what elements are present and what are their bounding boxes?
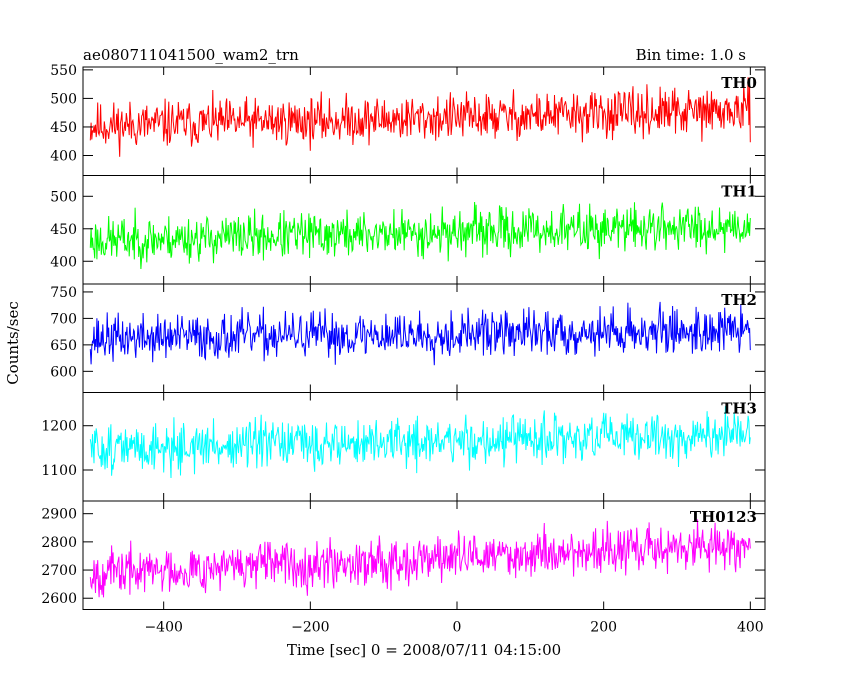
y-tick-label: 450: [50, 120, 77, 136]
y-tick-label: 2600: [41, 591, 77, 607]
panel-th2: 600 650 700 750 TH2: [50, 283, 766, 393]
plot-title: ae080711041500_wam2_trn: [83, 46, 299, 64]
x-tick-label: −400: [144, 620, 182, 636]
y-tick-label: 2700: [41, 563, 77, 579]
y-tick-label: 1100: [41, 463, 77, 479]
panel-th3: 1100 1200 TH3: [41, 392, 766, 502]
panel-label-th3: TH3: [721, 400, 757, 418]
y-tick-label: 1200: [41, 419, 77, 435]
panel-label-th1: TH1: [721, 183, 757, 201]
bin-time-label: Bin time: 1.0 s: [636, 46, 746, 64]
y-axis-label: Counts/sec: [4, 301, 22, 385]
y-tick-label: 750: [50, 285, 77, 301]
y-tick-label: 2800: [41, 535, 77, 551]
x-tick-label: 200: [590, 620, 617, 636]
panel-label-th0: TH0: [721, 74, 757, 92]
panels-group: 400 450 500 550 TH0 400 450 500 TH1 600 650 700 750 T…: [41, 63, 766, 636]
x-axis-label: Time [sec] 0 = 2008/07/11 04:15:00: [287, 641, 561, 659]
panel-label-th2: TH2: [721, 291, 757, 309]
y-tick-label: 650: [50, 338, 77, 354]
series-line-th2: [89, 301, 751, 366]
y-tick-label: 500: [50, 189, 77, 205]
x-tick-label: 400: [737, 620, 764, 636]
series-line-th0: [89, 77, 751, 157]
panel-th0123: 2600 2700 2800 2900 TH0123: [41, 500, 766, 610]
y-tick-label: 400: [50, 149, 77, 165]
y-tick-label: 550: [50, 63, 77, 79]
y-tick-label: 2900: [41, 507, 77, 523]
series-line-th0123: [89, 519, 751, 598]
y-tick-label: 450: [50, 222, 77, 238]
series-line-th3: [89, 406, 751, 479]
y-tick-label: 600: [50, 364, 77, 380]
panel-frame: [82, 283, 766, 393]
panel-th1: 400 450 500 TH1: [50, 175, 766, 285]
x-tick-label: 0: [453, 620, 462, 636]
y-tick-label: 700: [50, 311, 77, 327]
y-tick-label: 500: [50, 91, 77, 107]
series-line-th1: [89, 201, 751, 270]
panel-label-th0123: TH0123: [690, 508, 757, 526]
panel-th0: 400 450 500 550 TH0: [50, 63, 766, 176]
y-tick-label: 400: [50, 254, 77, 270]
x-tick-label: −200: [291, 620, 329, 636]
panel-frame: [82, 500, 766, 610]
